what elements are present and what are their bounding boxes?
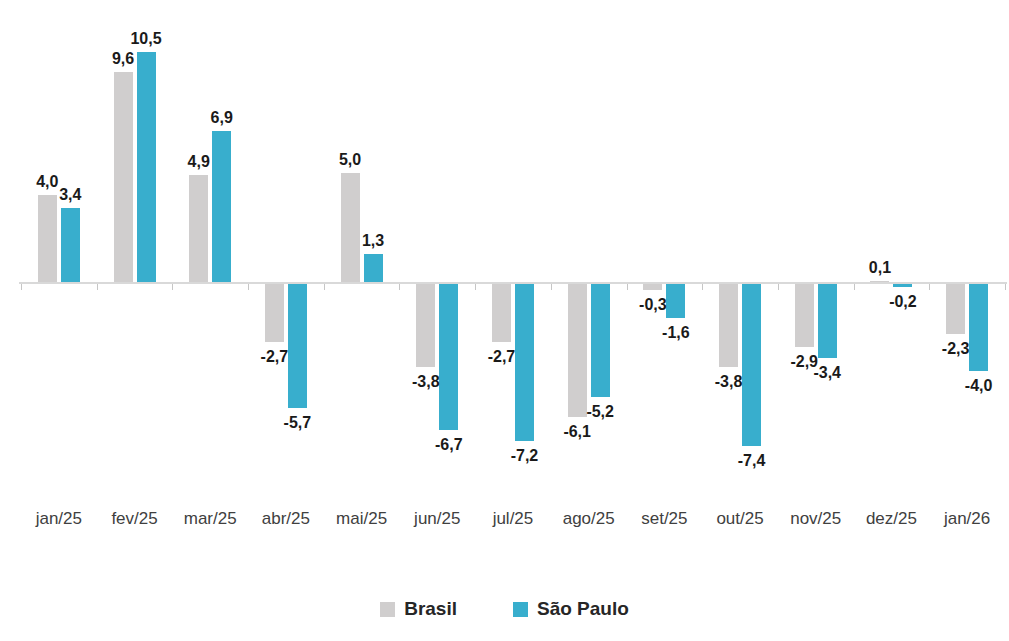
x-axis-line (19, 282, 1007, 284)
bar-label: -2,3 (926, 339, 986, 358)
bar-brasil (265, 283, 284, 342)
bar-são-paulo (969, 283, 988, 371)
bar-são-paulo (288, 283, 307, 408)
bar-label: -6,1 (547, 422, 607, 441)
bar-brasil (416, 283, 435, 367)
x-axis-label: out/25 (702, 509, 778, 529)
x-axis-tick (172, 284, 173, 290)
x-axis-tick (324, 284, 325, 290)
bar-label: 0,1 (850, 258, 910, 277)
bar-label: -1,6 (646, 323, 706, 342)
bar-brasil (189, 175, 208, 283)
bar-label: -0,3 (623, 295, 683, 314)
x-axis-tick (551, 284, 552, 290)
bar-brasil (492, 283, 511, 342)
x-axis-label: fev/25 (97, 509, 173, 529)
x-axis-label: abr/25 (248, 509, 324, 529)
x-axis-label: ago/25 (551, 509, 627, 529)
legend-item-são-paulo: São Paulo (513, 598, 629, 620)
x-axis-tick (399, 284, 400, 290)
x-axis-tick (248, 284, 249, 290)
legend-swatch-icon (513, 602, 528, 617)
x-axis-tick (627, 284, 628, 290)
bar-label: 10,5 (116, 29, 176, 48)
bar-label: 9,6 (93, 49, 153, 68)
chart-canvas: 4,03,4jan/259,610,5fev/254,96,9mar/25-2,… (0, 0, 1009, 641)
bar-label: -0,2 (873, 292, 933, 311)
bar-label: 5,0 (320, 150, 380, 169)
bar-label: 4,9 (169, 152, 229, 171)
bar-label: -6,7 (419, 435, 479, 454)
bar-brasil (114, 72, 133, 283)
bar-brasil (38, 195, 57, 283)
bar-label: -5,2 (570, 402, 630, 421)
x-axis-label: jan/26 (929, 509, 1005, 529)
bar-brasil (946, 283, 965, 334)
bar-brasil (341, 173, 360, 283)
x-axis-tick (854, 284, 855, 290)
bar-label: 3,4 (40, 185, 100, 204)
bar-label: -7,4 (722, 451, 782, 470)
bar-são-paulo (591, 283, 610, 397)
bar-label: -3,4 (797, 363, 857, 382)
bar-brasil (719, 283, 738, 367)
legend-swatch-icon (380, 602, 395, 617)
bar-são-paulo (742, 283, 761, 446)
bar-label: -5,7 (267, 413, 327, 432)
x-axis-label: dez/25 (854, 509, 930, 529)
bar-label: -2,7 (244, 347, 304, 366)
bar-label: -2,7 (471, 347, 531, 366)
x-axis-label: jul/25 (475, 509, 551, 529)
bar-são-paulo (818, 283, 837, 358)
x-axis-tick (702, 284, 703, 290)
x-axis-label: mai/25 (324, 509, 400, 529)
bar-label: 1,3 (343, 231, 403, 250)
legend: Brasil São Paulo (0, 598, 1009, 620)
bar-são-paulo (137, 52, 156, 283)
x-axis-label: jun/25 (399, 509, 475, 529)
legend-label: Brasil (404, 598, 457, 620)
x-axis-tick (21, 284, 22, 290)
x-axis-label: set/25 (627, 509, 703, 529)
x-axis-tick (97, 284, 98, 290)
x-axis-label: mar/25 (172, 509, 248, 529)
x-axis-label: jan/25 (21, 509, 97, 529)
x-axis-label: nov/25 (778, 509, 854, 529)
bar-são-paulo (61, 208, 80, 283)
bar-brasil (568, 283, 587, 417)
bar-são-paulo (364, 254, 383, 283)
bar-label: -4,0 (949, 376, 1009, 395)
legend-label: São Paulo (537, 598, 629, 620)
bar-label: -7,2 (494, 446, 554, 465)
bar-brasil (795, 283, 814, 347)
x-axis-tick (778, 284, 779, 290)
plot-area: 4,03,4jan/259,610,5fev/254,96,9mar/25-2,… (0, 0, 1009, 560)
legend-item-brasil: Brasil (380, 598, 457, 620)
x-axis-tick (1005, 284, 1006, 290)
bar-label: 6,9 (192, 108, 252, 127)
bar-são-paulo (439, 283, 458, 430)
x-axis-tick (475, 284, 476, 290)
x-axis-tick (929, 284, 930, 290)
bar-label: -3,8 (699, 372, 759, 391)
bar-label: -3,8 (396, 372, 456, 391)
